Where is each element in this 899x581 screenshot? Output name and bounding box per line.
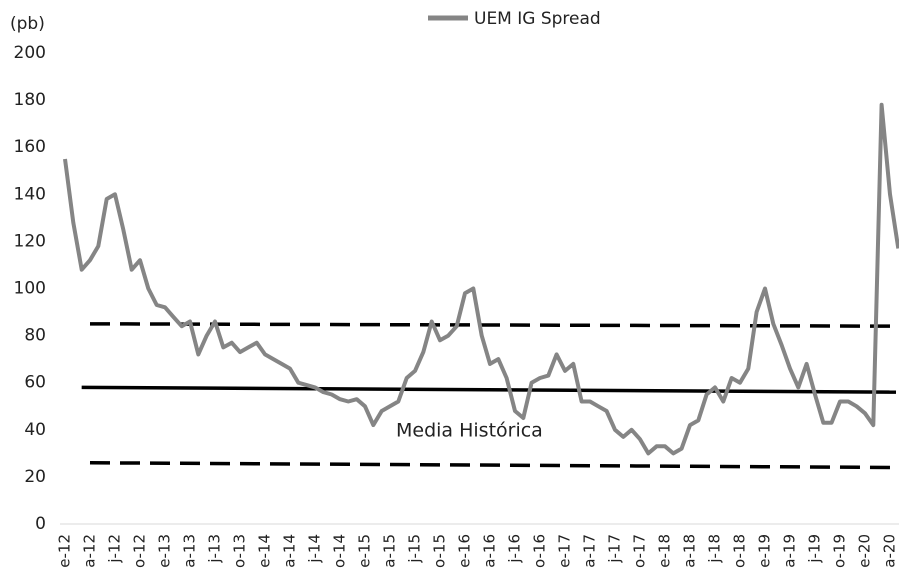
- y-tick-label: 120: [14, 231, 46, 251]
- x-tick-label: o-12: [130, 534, 148, 568]
- reference-line: [89, 461, 897, 470]
- y-tick-label: 200: [14, 43, 46, 63]
- x-tick-label: a-15: [380, 534, 398, 568]
- x-tick-label: j-17: [605, 534, 623, 564]
- series-line: [63, 102, 899, 456]
- legend-label: UEM IG Spread: [474, 9, 601, 29]
- x-tick-label: j-13: [205, 534, 223, 564]
- x-tick-label: e-14: [255, 534, 273, 568]
- x-tick-label: o-18: [730, 534, 748, 568]
- x-tick-label: o-15: [430, 534, 448, 568]
- y-tick-label: 80: [24, 326, 46, 346]
- y-tick-label: 100: [14, 279, 46, 299]
- x-tick-label: o-16: [530, 534, 548, 568]
- y-tick-label: 140: [14, 184, 46, 204]
- y-tick-label: 60: [24, 373, 46, 393]
- x-tick-label: o-19: [830, 534, 848, 568]
- x-tick-label: a-14: [280, 534, 298, 568]
- x-tick-label: a-16: [480, 534, 498, 568]
- x-tick-label: o-14: [330, 534, 348, 568]
- y-tick-label: 40: [24, 420, 46, 440]
- x-tick-label: j-18: [705, 534, 723, 564]
- x-tick-label: e-13: [155, 534, 173, 568]
- x-tick-label: e-16: [455, 534, 473, 568]
- x-tick-label: o-13: [230, 534, 248, 568]
- x-tick-label: e-17: [555, 534, 573, 568]
- unit-label: (pb): [10, 14, 45, 34]
- y-tick-label: 0: [35, 514, 46, 534]
- reference-line: [89, 322, 897, 328]
- x-tick-label: e-15: [355, 534, 373, 568]
- x-tick-label: o-17: [630, 534, 648, 568]
- x-tick-label: a-18: [680, 534, 698, 568]
- y-tick-label: 160: [14, 137, 46, 157]
- x-tick-label: j-14: [305, 534, 323, 564]
- x-tick-label: a-19: [780, 534, 798, 568]
- x-tick-label: j-19: [805, 534, 823, 564]
- x-tick-label: a-20: [880, 534, 898, 568]
- x-tick-label: j-12: [105, 534, 123, 564]
- x-tick-label: a-13: [180, 534, 198, 568]
- y-tick-label: 180: [14, 90, 46, 110]
- x-tick-label: e-20: [855, 534, 873, 568]
- reference-line: [81, 385, 897, 394]
- x-tick-label: e-12: [56, 534, 74, 568]
- x-tick-label: a-17: [580, 534, 598, 568]
- annotation: Media Histórica: [396, 420, 543, 442]
- x-tick-label: e-18: [655, 534, 673, 568]
- x-tick-label: e-19: [755, 534, 773, 568]
- y-tick-label: 20: [24, 467, 46, 487]
- x-tick-label: j-16: [505, 534, 523, 564]
- x-tick-label: a-12: [80, 534, 98, 568]
- x-tick-label: j-15: [405, 534, 423, 564]
